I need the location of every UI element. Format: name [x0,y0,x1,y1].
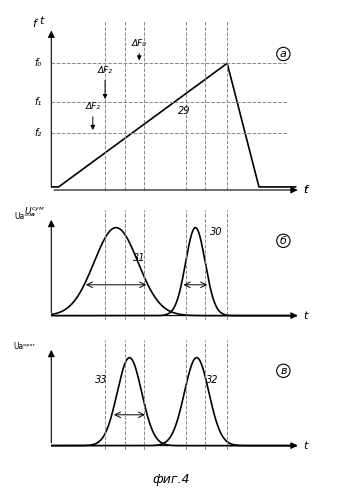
Text: t: t [303,440,307,450]
Text: f₂: f₂ [34,128,41,138]
Text: f: f [32,20,36,30]
Text: фиг.4: фиг.4 [152,474,190,486]
Text: ΔF₂: ΔF₂ [97,66,113,98]
Text: 33: 33 [95,374,107,384]
Text: а: а [280,49,287,59]
Text: t: t [303,310,307,320]
Text: f: f [303,185,307,195]
Text: ΔF₂: ΔF₂ [86,102,100,129]
Text: f₁: f₁ [34,97,41,107]
Text: t: t [303,185,307,195]
Text: Uаˢᴸᴹ: Uаˢᴸᴹ [14,212,34,220]
Text: 32: 32 [207,374,219,384]
Text: б: б [280,236,287,246]
Text: 30: 30 [210,227,223,237]
Text: t: t [39,16,44,26]
Text: 31: 31 [133,254,146,264]
Text: $U_а^{сум}$: $U_а^{сум}$ [24,206,45,219]
Text: 29: 29 [178,106,191,116]
Text: ΔF₀: ΔF₀ [132,39,147,60]
Text: в: в [280,366,287,376]
Text: f₀: f₀ [34,58,41,68]
Text: Uаᵒᵖᵒʳ: Uаᵒᵖᵒʳ [14,342,35,350]
